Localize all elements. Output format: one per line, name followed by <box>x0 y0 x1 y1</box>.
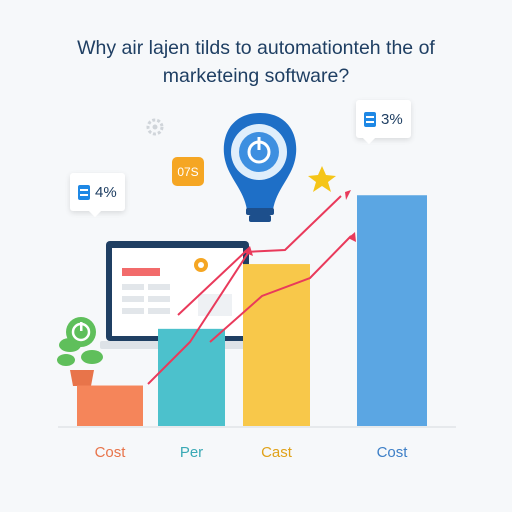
title-line-2: marketeing software? <box>162 65 350 87</box>
bar-2 <box>158 328 225 426</box>
percent-badge-right: 3% <box>356 100 411 145</box>
bar-4 <box>357 195 427 426</box>
lightbulb-icon <box>223 113 297 222</box>
arrowhead-3 <box>243 246 253 256</box>
chart-title: Why air lajen tilds to automationteh the… <box>0 34 512 90</box>
bar-series <box>77 195 427 426</box>
percent-badge-left: 4% <box>70 173 125 218</box>
percent-badge-left-value: 4% <box>95 183 117 201</box>
trend-arrow-2 <box>177 195 342 316</box>
star-icon <box>308 166 336 192</box>
bar-1 <box>77 385 143 426</box>
arrowhead-2 <box>348 232 356 242</box>
database-icon <box>78 184 90 200</box>
arrowhead-1 <box>345 190 351 200</box>
trend-arrows <box>147 190 356 385</box>
trend-arrow-3 <box>209 235 352 343</box>
orange-tag: 07S <box>172 157 204 186</box>
plant-icon <box>57 317 103 386</box>
category-label-3: Cast <box>261 444 292 461</box>
percent-badge-right-value: 3% <box>381 110 403 128</box>
category-label-2: Per <box>179 444 204 461</box>
gear-icon <box>146 118 164 136</box>
trend-arrow-1 <box>147 249 251 385</box>
category-label-4: Cost <box>376 444 408 461</box>
category-label-1: Cost <box>94 444 126 461</box>
title-line-1: Why air lajen tilds to automationteh the… <box>77 37 435 59</box>
bar-3 <box>243 264 310 426</box>
database-icon <box>364 111 376 127</box>
